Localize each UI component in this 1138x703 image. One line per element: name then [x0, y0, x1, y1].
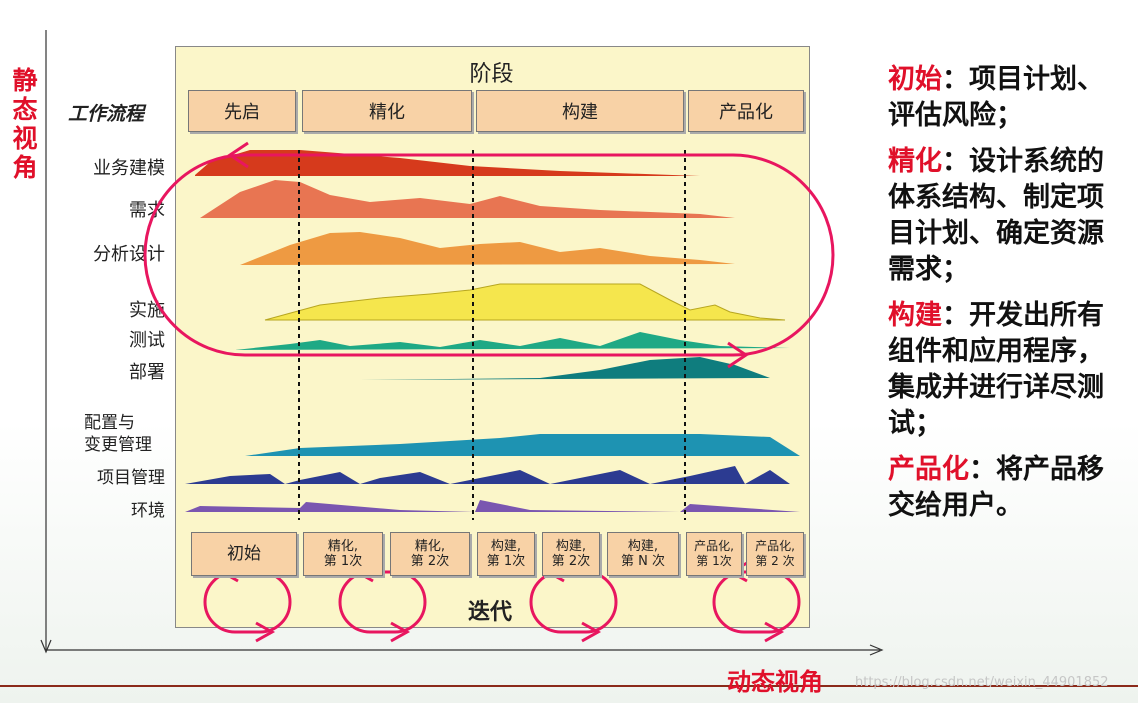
iteration-line1: 构建,: [490, 539, 522, 554]
iteration-line1: 构建,: [627, 539, 659, 554]
workflow-config-line2: 变更管理: [84, 435, 152, 455]
iteration-line1: 构建,: [555, 539, 587, 554]
iteration-box-const-n: 构建, 第 N 次: [607, 532, 679, 576]
iteration-loop-3: [529, 570, 618, 634]
iteration-box-initial: 初始: [191, 532, 297, 576]
description-term: 初始: [888, 64, 942, 95]
phase-box-construction: 构建: [476, 90, 684, 132]
workflow-deployment: 部署: [129, 362, 165, 383]
description-term: 产品化: [888, 454, 969, 485]
description-term: 构建: [888, 300, 942, 331]
description-elaboration: 精化：设计系统的体系结构、制定项目计划、确定资源需求；: [888, 144, 1123, 288]
iteration-line2: 第 2次: [551, 554, 591, 569]
iteration-box-const-1: 构建, 第 1次: [477, 532, 535, 576]
hump-project-mgmt: [185, 466, 790, 484]
description-text: ：开发出所有组件和应用程序，集成并进行详尽测试；: [888, 300, 1104, 439]
workflow-environment: 环境: [131, 501, 165, 521]
hump-config-mgmt: [245, 434, 800, 456]
phase-box-transition: 产品化: [688, 90, 804, 132]
description-text: ：设计系统的体系结构、制定项目计划、确定资源需求；: [888, 146, 1104, 285]
phase-box-elaboration: 精化: [302, 90, 472, 132]
description-term: 精化: [888, 146, 942, 177]
iteration-line1: 产品化,: [694, 539, 734, 553]
iteration-box-trans-1: 产品化, 第 1次: [686, 532, 742, 576]
static-workflow-loop: [143, 153, 835, 357]
description-inception: 初始：项目计划、评估风险；: [888, 62, 1123, 134]
iteration-box-elab-1: 精化, 第 1次: [303, 532, 383, 576]
description-transition: 产品化：将产品移交给用户。: [888, 452, 1123, 524]
iteration-line2: 第 2 次: [755, 554, 795, 568]
iteration-line2: 第 2次: [410, 554, 450, 569]
iteration-line2: 第 1次: [696, 554, 732, 568]
workflow-requirements: 需求: [129, 200, 165, 221]
workflow-analysis-design: 分析设计: [93, 244, 165, 265]
horizontal-axis-arrow: [869, 644, 884, 656]
iteration-box-const-2: 构建, 第 2次: [542, 532, 600, 576]
iteration-loop-4-arrow-bottom: [764, 621, 785, 643]
iteration-line2: 第 N 次: [621, 554, 665, 569]
iteration-line1: 初始: [227, 543, 261, 564]
hump-deployment: [360, 357, 770, 380]
iteration-loop-1-arrow-bottom: [255, 621, 276, 643]
watermark: https://blog.csdn.net/weixin_44901852: [855, 675, 1109, 690]
hump-analysis-design: [240, 232, 735, 265]
rup-diagram-panel: [175, 46, 810, 628]
loop-arrow-left: [227, 141, 249, 169]
iteration-loop-4: [712, 570, 801, 634]
phase-box-inception: 先启: [188, 90, 296, 132]
description-text: ：将产品移交给用户。: [888, 454, 1104, 521]
iteration-loop-1: [203, 570, 292, 634]
workflow-test: 测试: [129, 330, 165, 351]
workflow-config-line1: 配置与: [84, 413, 135, 433]
loop-arrow-right: [727, 341, 749, 369]
iteration-box-elab-2: 精化, 第 2次: [390, 532, 470, 576]
hump-implementation: [264, 283, 786, 321]
iteration-loop-2-arrow-bottom: [390, 621, 411, 643]
static-view-label: 静态视角: [12, 66, 38, 182]
iteration-line2: 第 1次: [323, 554, 363, 569]
hump-test: [235, 332, 790, 350]
dynamic-view-label: 动态视角: [727, 668, 823, 696]
description-construction: 构建：开发出所有组件和应用程序，集成并进行详尽测试；: [888, 298, 1123, 442]
iteration-box-trans-2: 产品化, 第 2 次: [746, 532, 804, 576]
phase-header: 阶段: [469, 62, 514, 87]
description-text: ：项目计划、评估风险；: [888, 64, 1104, 131]
bottom-rule: [0, 685, 1138, 687]
hump-requirements: [200, 180, 735, 218]
iteration-line2: 第 1次: [486, 554, 526, 569]
workflow-project-management: 项目管理: [97, 468, 165, 488]
workflow-business-modeling: 业务建模: [93, 158, 165, 179]
iteration-label: 迭代: [468, 600, 513, 625]
phase-descriptions: 初始：项目计划、评估风险； 精化：设计系统的体系结构、制定项目计划、确定资源需求…: [888, 62, 1123, 534]
workflow-implementation: 实施: [129, 300, 165, 321]
iteration-loop-2: [338, 570, 427, 634]
hump-environment: [185, 500, 800, 512]
iteration-line1: 精化,: [327, 539, 359, 554]
workflow-header: 工作流程: [68, 103, 145, 125]
iteration-loop-3-arrow-bottom: [581, 621, 602, 643]
iteration-line1: 产品化,: [755, 539, 795, 553]
iteration-line1: 精化,: [414, 539, 446, 554]
vertical-axis-arrow: [40, 639, 52, 654]
